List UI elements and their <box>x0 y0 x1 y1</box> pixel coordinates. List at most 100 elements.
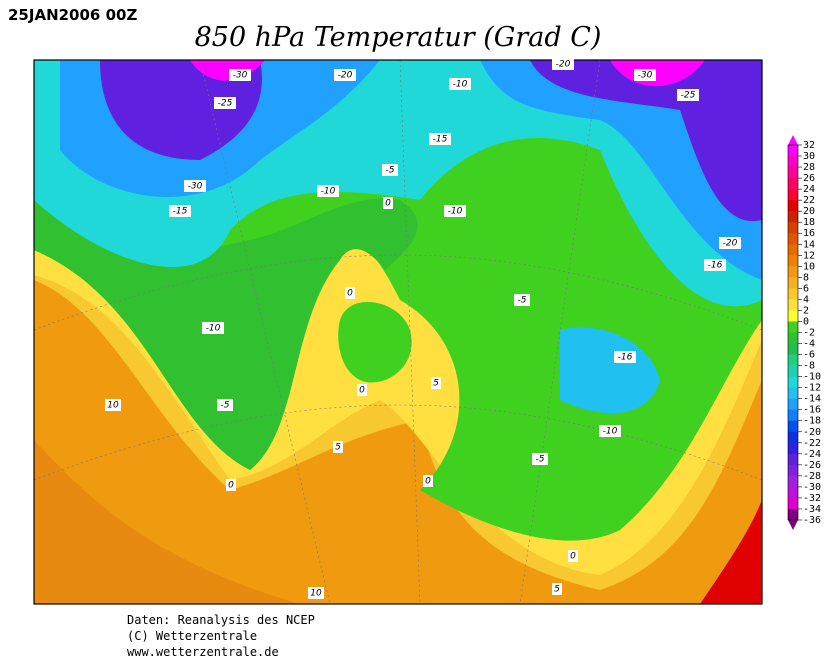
colorbar-label: 14 <box>803 239 815 250</box>
colorbar-swatch <box>788 266 798 278</box>
colorbar-label: -14 <box>803 394 821 405</box>
colorbar-label: -20 <box>803 427 821 438</box>
contour-label: 0 <box>385 199 391 209</box>
contour-label: 5 <box>433 379 439 389</box>
contour-label: -16 <box>708 261 723 271</box>
colorbar-label: 18 <box>803 217 815 228</box>
colorbar-label: 32 <box>803 140 815 151</box>
colorbar-label: -16 <box>803 405 821 416</box>
colorbar-label: -22 <box>803 438 821 449</box>
contour-label: 0 <box>228 481 234 491</box>
contour-label: 0 <box>570 552 576 562</box>
label-bg <box>614 351 636 363</box>
colorbar-label: 4 <box>803 294 809 305</box>
colorbar-swatch <box>788 211 798 223</box>
colorbar-label: 8 <box>803 272 809 283</box>
contour-label: -10 <box>603 427 618 437</box>
contour-label: 0 <box>359 386 365 396</box>
label-bg <box>229 69 251 81</box>
colorbar-swatch <box>788 222 798 234</box>
label-bg <box>345 287 355 299</box>
title: 850 hPa Temperatur (Grad C) <box>195 22 602 53</box>
colorbar-swatch <box>788 288 798 300</box>
colorbar-swatch <box>788 354 798 367</box>
contour-label: -5 <box>386 166 395 176</box>
colorbar-swatch <box>788 398 798 411</box>
colorbar-swatch <box>788 244 798 256</box>
colorbar-label: 2 <box>803 305 809 316</box>
colorbar-label: -8 <box>803 361 815 372</box>
colorbar-label: 6 <box>803 283 809 294</box>
contour-labels: -30 -20 -10 -20 -30 -25 -25 -15 -30 -5 -10 0 -10 -15 -… <box>105 58 741 599</box>
contour-label: 5 <box>554 585 560 595</box>
label-bg <box>334 69 356 81</box>
footer-line: www.wetterzentrale.de <box>127 645 279 659</box>
colorbar-swatch <box>788 497 798 510</box>
colorbar-label: -2 <box>803 328 815 339</box>
colorbar-swatch <box>788 167 798 179</box>
label-bg <box>317 185 339 197</box>
label-bg <box>382 164 398 176</box>
colorbar-label: 28 <box>803 162 815 173</box>
colorbar-swatch <box>788 464 798 477</box>
colorbar-label: -26 <box>803 460 821 471</box>
contour-label: -5 <box>536 455 545 465</box>
contour-label: 0 <box>425 477 431 487</box>
colorbar-swatch <box>788 409 798 422</box>
colorbar-swatch <box>788 376 798 389</box>
label-bg <box>719 237 741 249</box>
label-bg <box>105 399 121 411</box>
colorbar-swatch <box>788 442 798 455</box>
colorbar-swatch <box>788 145 798 157</box>
colorbar-label: -18 <box>803 416 821 427</box>
colorbar-arrow <box>788 520 798 530</box>
contour-label: -10 <box>206 324 221 334</box>
label-bg <box>383 197 393 209</box>
label-bg <box>677 89 699 101</box>
colorbar-swatch <box>788 178 798 190</box>
contour-label: -15 <box>433 135 448 145</box>
map-frame <box>33 59 763 605</box>
map <box>34 60 762 604</box>
colorbar-label: 0 <box>803 316 809 327</box>
contour-label: -10 <box>448 207 463 217</box>
label-bg <box>308 587 324 599</box>
colorbar-swatch <box>788 508 798 521</box>
colorbar-swatch <box>788 475 798 488</box>
colorbar-label: 22 <box>803 195 815 206</box>
colorbar-label: -34 <box>803 504 821 515</box>
contour-label: 5 <box>335 443 341 453</box>
contour-label: -20 <box>723 239 738 249</box>
colorbar-swatch <box>788 321 798 333</box>
label-bg <box>226 479 236 491</box>
label-bg <box>169 205 191 217</box>
colorbar-swatch <box>788 387 798 400</box>
colorbar-swatch <box>788 365 798 378</box>
date: 25JAN2006 00Z <box>8 6 137 24</box>
colorbar-label: 24 <box>803 184 815 195</box>
footer-line: Daten: Reanalysis des NCEP <box>127 613 315 627</box>
colorbar-label: -6 <box>803 350 815 361</box>
colorbar-swatch <box>788 486 798 499</box>
colorbar-label: 12 <box>803 250 815 261</box>
colorbar-swatch <box>788 431 798 444</box>
colorbar-swatch <box>788 420 798 433</box>
colorbar-swatch <box>788 277 798 289</box>
colorbar-label: -10 <box>803 372 821 383</box>
colorbar-label: 30 <box>803 151 815 162</box>
contour-label: -20 <box>338 71 353 81</box>
colorbar-label: 16 <box>803 228 815 239</box>
label-bg <box>514 294 530 306</box>
colorbar-swatch <box>788 453 798 466</box>
label-bg <box>423 475 433 487</box>
label-bg <box>333 441 343 453</box>
colorbar-swatch <box>788 233 798 245</box>
colorbar-swatch <box>788 310 798 322</box>
colorbar-label: -28 <box>803 471 821 482</box>
colorbar-label: 26 <box>803 173 815 184</box>
contour-label: -15 <box>173 207 188 217</box>
label-bg <box>202 322 224 334</box>
contour-label: -30 <box>233 71 248 81</box>
